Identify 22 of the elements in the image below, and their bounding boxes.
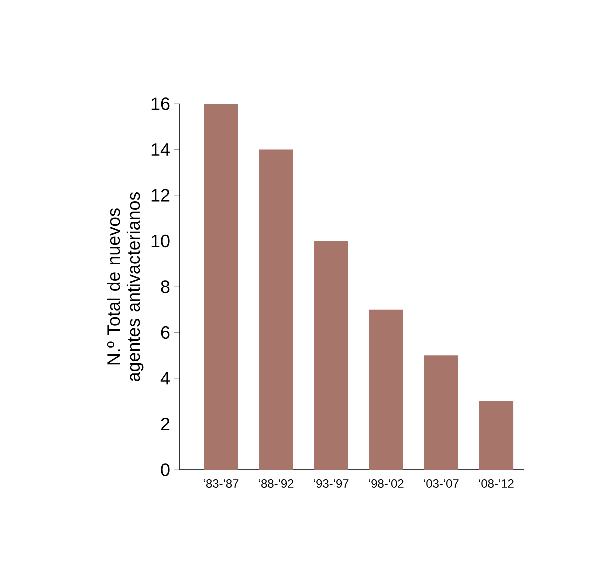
bar [259, 150, 294, 470]
y-tick-label: 6 [161, 326, 170, 340]
x-tick-label: ‘98-’02 [369, 480, 404, 488]
x-tick-label: ‘83-’87 [204, 480, 239, 488]
x-tick-label: ‘08-’12 [479, 480, 514, 488]
bar [314, 241, 348, 470]
x-tick-label: ‘03-’07 [424, 480, 459, 488]
x-tick-label: ‘88-’92 [259, 480, 294, 488]
y-tick-label: 0 [161, 464, 170, 476]
y-tick-label: 10 [152, 234, 170, 248]
bar [479, 401, 514, 470]
y-axis-title: N.º Total de nuevos agentes antivacterianos [107, 192, 144, 382]
y-tick-label: 16 [152, 98, 170, 110]
bar [204, 104, 238, 470]
bar [369, 310, 404, 470]
y-tick-label: 8 [161, 280, 170, 294]
y-tick-label: 12 [152, 189, 170, 202]
y-tick-label: 4 [160, 372, 170, 385]
bar [424, 356, 459, 470]
x-tick-label: ‘93-’97 [314, 480, 349, 488]
y-tick-label: 14 [152, 144, 170, 156]
y-tick-label: 2 [161, 418, 170, 431]
